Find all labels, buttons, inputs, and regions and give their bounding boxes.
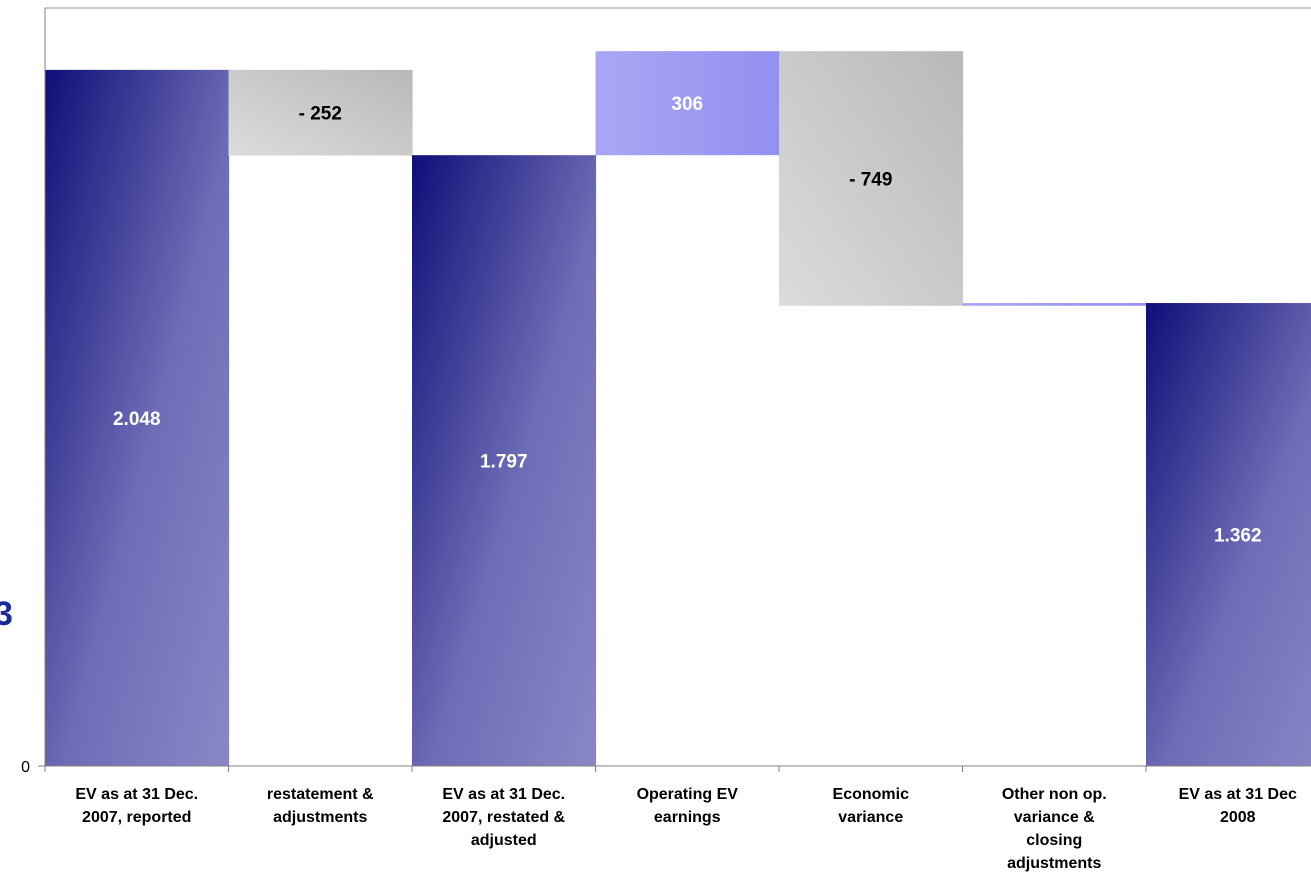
- category-label-5: Economic variance: [833, 786, 910, 826]
- bar-5: [779, 51, 964, 306]
- x-axis: 0: [21, 8, 1311, 776]
- bar-labels-group: 2.048 - 252 1.797 306 - 749 1.362: [113, 94, 1262, 546]
- category-labels-group: EV as at 31 Dec. 2007, reported restatemen…: [75, 786, 1297, 872]
- bar-value-label-4: 306: [671, 94, 703, 115]
- bar-value-label-3: 1.797: [480, 452, 528, 473]
- bar-value-label-1: 2.048: [113, 409, 161, 430]
- bar-3: [412, 155, 597, 767]
- bar-value-label-5: - 749: [849, 169, 892, 190]
- bar-value-label-2: - 252: [299, 104, 342, 125]
- y-tick-label-0: 0: [21, 759, 30, 776]
- bar-4: [595, 51, 780, 156]
- bar-1: [45, 69, 230, 767]
- bar-6: [962, 303, 1147, 306]
- bar-2: [228, 69, 413, 156]
- category-label-6: Other non op. variance & closing adjustment…: [1002, 786, 1107, 872]
- category-label-4: Operating EV earnings: [637, 786, 739, 826]
- bar-value-label-7: 1.362: [1214, 526, 1262, 547]
- side-glyph: 3: [0, 595, 13, 633]
- category-label-7: EV as at 31 Dec 2008: [1179, 786, 1297, 826]
- category-label-1: EV as at 31 Dec. 2007, reported: [75, 786, 198, 826]
- category-label-3: EV as at 31 Dec. 2007, restated & adjusted: [442, 786, 565, 849]
- bars-group: [45, 51, 1311, 767]
- bar-7: [1146, 303, 1311, 766]
- category-label-2: restatement & adjustments: [267, 786, 374, 826]
